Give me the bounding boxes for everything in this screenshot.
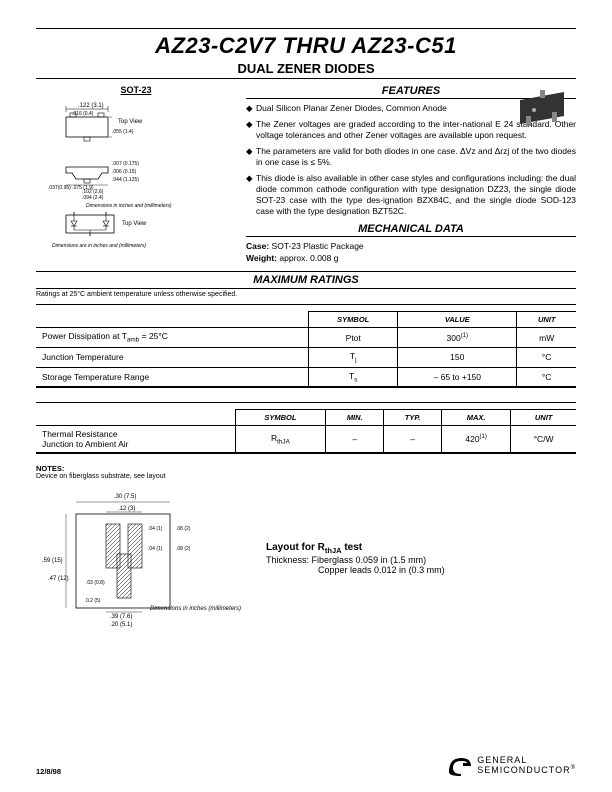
notes-heading: NOTES: bbox=[36, 464, 576, 473]
main-title: AZ23-C2V7 THRU AZ23-C51 bbox=[36, 33, 576, 59]
dim-note-2: Dimensions are in inches and (millimeter… bbox=[52, 243, 147, 249]
svg-text:.006 (0.15): .006 (0.15) bbox=[112, 169, 137, 175]
maximum-ratings-heading: MAXIMUM RATINGS bbox=[36, 271, 576, 289]
svg-text:Dimensions in inches (millimet: Dimensions in inches (millimeters) bbox=[150, 606, 241, 612]
component-icon bbox=[516, 86, 568, 130]
svg-text:.20 (5.1): .20 (5.1) bbox=[110, 622, 132, 628]
svg-text:.12 (3): .12 (3) bbox=[118, 506, 135, 512]
svg-text:0.2 (5): 0.2 (5) bbox=[86, 598, 101, 604]
col-unit: UNIT bbox=[511, 410, 576, 426]
dim-text: .122 (3.1) bbox=[78, 103, 104, 109]
col-max: MAX. bbox=[441, 410, 510, 426]
col-symbol: SYMBOL bbox=[309, 312, 398, 328]
col-unit: UNIT bbox=[517, 312, 576, 328]
footer-date: 12/8/98 bbox=[36, 767, 61, 776]
col-symbol: SYMBOL bbox=[235, 410, 326, 426]
svg-text:.30 (7.5): .30 (7.5) bbox=[114, 494, 136, 500]
svg-text:Top View: Top View bbox=[122, 221, 147, 227]
table-row: Storage Temperature Range Ts – 65 to +15… bbox=[36, 367, 576, 387]
col-min: MIN. bbox=[326, 410, 384, 426]
subtitle: DUAL ZENER DIODES bbox=[36, 61, 576, 76]
svg-text:.055 (1.4): .055 (1.4) bbox=[112, 129, 134, 135]
table-row: Thermal ResistanceJunction to Ambient Ai… bbox=[36, 426, 576, 453]
ratings-table-1: SYMBOL VALUE UNIT Power Dissipation at T… bbox=[36, 304, 576, 388]
svg-text:.04 (1): .04 (1) bbox=[148, 546, 163, 552]
svg-text:.044 (1.125): .044 (1.125) bbox=[112, 177, 139, 183]
feature-item: This diode is also available in other ca… bbox=[256, 173, 576, 217]
package-diagram-column: SOT-23 .122 (3.1) .016 (0.4) Top View .0… bbox=[36, 85, 236, 263]
svg-text:.03 (0.8): .03 (0.8) bbox=[86, 580, 105, 586]
svg-text:.39 (7.6): .39 (7.6) bbox=[110, 614, 132, 620]
table-row: Power Dissipation at Tamb = 25°C Ptot 30… bbox=[36, 328, 576, 348]
svg-text:.59 (15): .59 (15) bbox=[42, 558, 63, 564]
svg-text:.016 (0.4): .016 (0.4) bbox=[72, 111, 94, 117]
feature-item: The parameters are valid for both diodes… bbox=[256, 146, 576, 168]
svg-text:.007 (0.175): .007 (0.175) bbox=[112, 161, 139, 167]
svg-text:.094 (2.4): .094 (2.4) bbox=[82, 195, 104, 201]
dim-note-1: Dimensions in inches and (millimeters) bbox=[86, 203, 172, 209]
mechanical-heading: MECHANICAL DATA bbox=[246, 223, 576, 237]
sot23-diagram: .122 (3.1) .016 (0.4) Top View .055 (1.4… bbox=[46, 99, 226, 249]
company-logo: GENERAL SEMICONDUCTOR® bbox=[447, 754, 576, 776]
svg-text:.08 (2): .08 (2) bbox=[176, 546, 191, 552]
page-footer: 12/8/98 GENERAL SEMICONDUCTOR® bbox=[36, 754, 576, 776]
layout-text: Layout for RthJA test Thickness: Fibergl… bbox=[266, 542, 445, 575]
col-typ: TYP. bbox=[384, 410, 442, 426]
top-view-label: Top View bbox=[118, 119, 143, 125]
layout-diagram: .30 (7.5) .12 (3) .04 (1) .08 (2) .04 (1… bbox=[36, 488, 246, 628]
table-row: Junction Temperature Tj 150 °C bbox=[36, 348, 576, 368]
svg-text:.47 (12): .47 (12) bbox=[48, 576, 69, 582]
ratings-note: Ratings at 25°C ambient temperature unle… bbox=[36, 291, 576, 298]
svg-text:.08 (2): .08 (2) bbox=[176, 526, 191, 532]
notes-body: Device on fiberglass substrate, see layo… bbox=[36, 473, 576, 480]
mech-case-row: Case: SOT-23 Plastic Package bbox=[246, 241, 576, 251]
package-label: SOT-23 bbox=[36, 85, 236, 95]
ratings-table-2: SYMBOL MIN. TYP. MAX. UNIT Thermal Resis… bbox=[36, 402, 576, 454]
col-value: VALUE bbox=[398, 312, 517, 328]
mech-weight-row: Weight: approx. 0.008 g bbox=[246, 253, 576, 263]
svg-text:.04 (1): .04 (1) bbox=[148, 526, 163, 532]
title-block: AZ23-C2V7 THRU AZ23-C51 DUAL ZENER DIODE… bbox=[36, 28, 576, 79]
layout-title: Layout for RthJA test bbox=[266, 542, 445, 555]
